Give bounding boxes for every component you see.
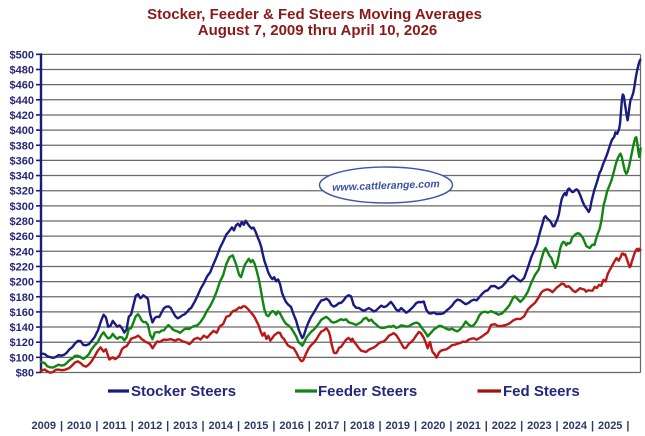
svg-text:Fed Steers: Fed Steers [503, 383, 580, 400]
svg-text:$360: $360 [10, 155, 34, 167]
svg-text:|: | [95, 420, 98, 432]
svg-text:|: | [166, 420, 169, 432]
svg-text:2014: 2014 [209, 420, 234, 432]
svg-text:2023: 2023 [527, 420, 551, 432]
svg-text:$100: $100 [10, 352, 34, 364]
svg-text:$440: $440 [10, 95, 34, 107]
svg-text:|: | [449, 420, 452, 432]
svg-text:$420: $420 [10, 110, 34, 122]
svg-text:$320: $320 [10, 186, 34, 198]
svg-text:2013: 2013 [173, 420, 197, 432]
svg-text:|: | [414, 420, 417, 432]
svg-text:$240: $240 [10, 246, 34, 258]
svg-text:$160: $160 [10, 307, 34, 319]
svg-text:$260: $260 [10, 231, 34, 243]
svg-text:$400: $400 [10, 125, 34, 137]
svg-text:2012: 2012 [138, 420, 162, 432]
svg-text:2016: 2016 [279, 420, 303, 432]
svg-text:|: | [202, 420, 205, 432]
svg-text:|: | [556, 420, 559, 432]
svg-text:2020: 2020 [421, 420, 445, 432]
svg-text:|: | [308, 420, 311, 432]
svg-text:2010: 2010 [67, 420, 91, 432]
svg-text:$300: $300 [10, 201, 34, 213]
svg-text:$460: $460 [10, 80, 34, 92]
svg-text:2019: 2019 [386, 420, 410, 432]
svg-text:$340: $340 [10, 171, 34, 183]
svg-text:$500: $500 [10, 49, 34, 61]
svg-text:2015: 2015 [244, 420, 268, 432]
svg-text:Feeder Steers: Feeder Steers [318, 383, 417, 400]
svg-text:$180: $180 [10, 292, 34, 304]
svg-text:$220: $220 [10, 261, 34, 273]
svg-text:2025: 2025 [598, 420, 622, 432]
svg-text:2022: 2022 [492, 420, 516, 432]
svg-text:2011: 2011 [103, 420, 127, 432]
svg-text:2017: 2017 [315, 420, 339, 432]
svg-text:|: | [237, 420, 240, 432]
svg-text:2009: 2009 [32, 420, 56, 432]
svg-text:$140: $140 [10, 322, 34, 334]
svg-text:2018: 2018 [350, 420, 374, 432]
svg-text:$120: $120 [10, 337, 34, 349]
svg-text:|: | [60, 420, 63, 432]
svg-text:2024: 2024 [563, 420, 588, 432]
svg-text:|: | [626, 420, 629, 432]
svg-text:$280: $280 [10, 216, 34, 228]
svg-text:$380: $380 [10, 140, 34, 152]
svg-text:|: | [272, 420, 275, 432]
svg-text:www.cattlerange.com: www.cattlerange.com [332, 178, 440, 194]
svg-text:|: | [520, 420, 523, 432]
svg-text:2021: 2021 [456, 420, 480, 432]
svg-text:$480: $480 [10, 65, 34, 77]
svg-text:Stocker Steers: Stocker Steers [131, 383, 236, 400]
svg-text:|: | [379, 420, 382, 432]
svg-text:$80: $80 [16, 368, 34, 380]
svg-text:|: | [131, 420, 134, 432]
svg-text:$200: $200 [10, 277, 34, 289]
svg-text:|: | [485, 420, 488, 432]
svg-text:|: | [343, 420, 346, 432]
svg-text:|: | [591, 420, 594, 432]
